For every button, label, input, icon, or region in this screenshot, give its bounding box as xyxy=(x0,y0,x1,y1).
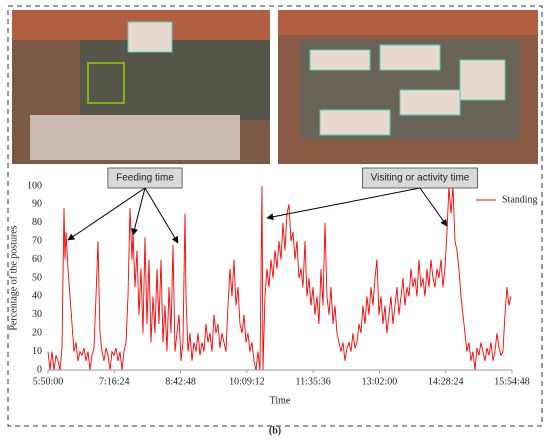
photo-left xyxy=(12,10,270,164)
y-tick-label: 90 xyxy=(32,199,42,210)
annotation: Feeding time xyxy=(116,173,174,184)
x-tick-label: 8:42:48 xyxy=(165,376,196,387)
y-tick-label: 60 xyxy=(32,254,42,265)
annotation-arrow xyxy=(266,187,421,221)
y-tick-label: 50 xyxy=(32,272,42,283)
y-tick-label: 80 xyxy=(32,217,42,228)
annotation: Visiting or activity time xyxy=(371,173,470,184)
photo-right xyxy=(278,10,538,164)
x-tick-label: 14:28:24 xyxy=(428,376,464,387)
y-tick-label: 20 xyxy=(32,327,42,338)
x-tick-label: 11:35:36 xyxy=(296,376,331,387)
y-tick-label: 30 xyxy=(32,309,42,320)
annotation-arrow xyxy=(67,187,146,241)
data-line xyxy=(47,185,512,371)
x-tick-label: 7:16:24 xyxy=(99,376,130,387)
y-tick-label: 10 xyxy=(32,346,42,357)
annotation-arrow xyxy=(131,187,146,236)
annotation-arrow xyxy=(419,187,448,227)
caption: (b) xyxy=(269,425,281,436)
y-tick-label: 0 xyxy=(37,364,42,375)
x-tick-label: 5:50:00 xyxy=(33,376,64,387)
x-tick-label: 10:09:12 xyxy=(229,376,265,387)
legend-label: Standing xyxy=(502,194,538,205)
y-tick-label: 100 xyxy=(27,180,42,191)
annotation-arrow xyxy=(144,187,179,244)
x-tick-label: 13:02:00 xyxy=(362,376,398,387)
y-tick-label: 70 xyxy=(32,235,42,246)
y-tick-label: 40 xyxy=(32,291,42,302)
x-axis-label: Time xyxy=(270,395,291,406)
x-tick-label: 15:54:48 xyxy=(494,376,530,387)
y-axis-label: Percentage of the postures xyxy=(8,225,19,330)
